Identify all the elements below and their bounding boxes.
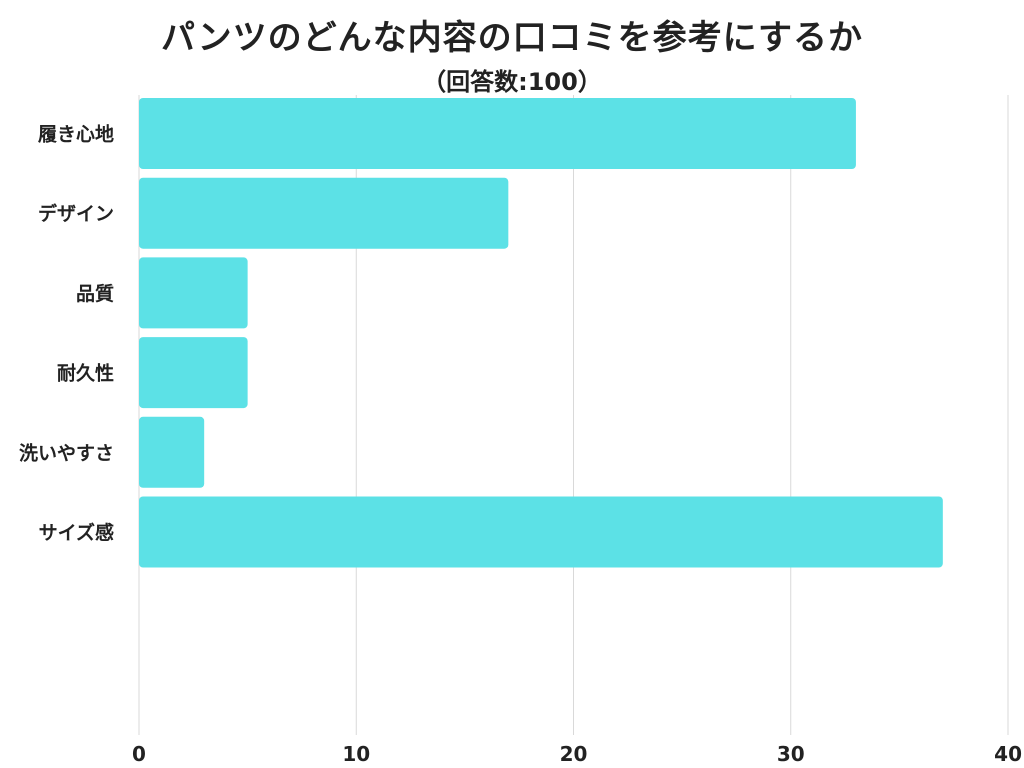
category-label-5: サイズ感	[39, 521, 114, 544]
chart-subtitle: （回答数:100）	[422, 68, 602, 96]
category-label-0: 履き心地	[38, 123, 114, 146]
category-label-1: デザイン	[38, 202, 114, 225]
bar-5	[139, 496, 943, 568]
bar-3	[139, 337, 248, 409]
bar-0	[139, 98, 856, 169]
category-label-3: 耐久性	[57, 362, 114, 385]
bar-1	[139, 177, 509, 249]
category-label-2: 品質	[76, 282, 114, 305]
x-tick-label-30: 30	[777, 742, 805, 766]
bar-4	[139, 416, 205, 488]
x-tick-label-10: 10	[342, 742, 370, 766]
chart-title: パンツのどんな内容の口コミを参考にするか	[160, 18, 864, 58]
category-label-4: 洗いやすさ	[19, 441, 114, 464]
x-tick-label-0: 0	[132, 742, 146, 766]
x-tick-label-20: 20	[560, 742, 588, 766]
x-tick-label-40: 40	[994, 742, 1022, 766]
bar-2	[139, 257, 248, 329]
